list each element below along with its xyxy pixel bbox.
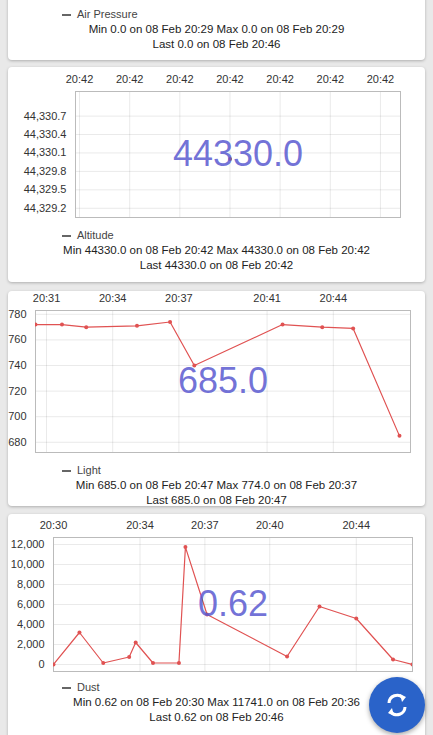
svg-text:685.0: 685.0 (178, 360, 268, 401)
html-text:Min 0.62 on 08 Feb 20:30 Max 1: Min 0.62 on 08 Feb 20:30 Max 11741.0 on … (73, 696, 360, 708)
svg-text:44,330.7: 44,330.7 (24, 110, 67, 122)
svg-text:680: 680 (8, 436, 26, 448)
svg-text:2,000: 2,000 (17, 638, 45, 650)
svg-text:20:34: 20:34 (99, 292, 127, 304)
svg-text:44330.0: 44330.0 (173, 133, 303, 174)
svg-text:20:42: 20:42 (116, 73, 144, 85)
svg-text:44,329.2: 44,329.2 (24, 202, 67, 214)
svg-text:780: 780 (8, 308, 26, 320)
html-text:Last 44330.0 on 08 Feb 20:42: Last 44330.0 on 08 Feb 20:42 (139, 259, 294, 271)
svg-text:20:34: 20:34 (126, 519, 154, 531)
svg-text:0.62: 0.62 (198, 583, 268, 624)
svg-text:8,000: 8,000 (17, 578, 45, 590)
svg-text:20:30: 20:30 (40, 519, 68, 531)
svg-text:44,329.8: 44,329.8 (24, 165, 67, 177)
html-text:Min 685.0 on 08 Feb 20:47 Max: Min 685.0 on 08 Feb 20:47 Max 774.0 on 0… (75, 479, 358, 491)
html-text:Light: Light (77, 464, 101, 476)
svg-text:6,000: 6,000 (17, 598, 45, 610)
svg-text:700: 700 (8, 410, 26, 422)
svg-text:44,329.5: 44,329.5 (24, 183, 67, 195)
svg-text:20:37: 20:37 (165, 292, 193, 304)
html-text:Last 685.0 on 08 Feb 20:47: Last 685.0 on 08 Feb 20:47 (146, 494, 287, 506)
svg-text:44,330.1: 44,330.1 (24, 146, 67, 158)
html-text:Last 0.62 on 08 Feb 20:46: Last 0.62 on 08 Feb 20:46 (149, 711, 284, 723)
html-text:Min 44330.0 on 08 Feb 20:42 Ma: Min 44330.0 on 08 Feb 20:42 Max 44330.0 … (63, 244, 370, 256)
svg-text:20:42: 20:42 (216, 73, 244, 85)
svg-text:20:42: 20:42 (317, 73, 345, 85)
svg-text:20:42: 20:42 (367, 73, 395, 85)
svg-text:20:40: 20:40 (256, 519, 284, 531)
svg-text:740: 740 (8, 359, 26, 371)
svg-text:0: 0 (38, 658, 44, 670)
html-text:Altitude: Altitude (77, 229, 114, 241)
svg-text:44,330.4: 44,330.4 (24, 128, 67, 140)
svg-text:12,000: 12,000 (11, 538, 45, 550)
svg-text:20:31: 20:31 (33, 292, 61, 304)
html-text:Last 0.0 on 08 Feb 20:46: Last 0.0 on 08 Feb 20:46 (152, 38, 281, 50)
svg-text:20:42: 20:42 (66, 73, 94, 85)
html-text:Min 0.0 on 08 Feb 20:29 Max 0.: Min 0.0 on 08 Feb 20:29 Max 0.0 on 08 Fe… (88, 23, 345, 35)
svg-text:20:41: 20:41 (253, 292, 281, 304)
svg-text:20:44: 20:44 (320, 292, 348, 304)
svg-text:20:42: 20:42 (266, 73, 294, 85)
svg-text:4,000: 4,000 (17, 618, 45, 630)
html-text:Dust: Dust (77, 681, 100, 693)
svg-text:10,000: 10,000 (11, 558, 45, 570)
svg-text:20:37: 20:37 (191, 519, 219, 531)
svg-text:20:44: 20:44 (343, 519, 371, 531)
html-text:Air Pressure: Air Pressure (77, 8, 138, 20)
svg-text:720: 720 (8, 385, 26, 397)
svg-text:760: 760 (8, 333, 26, 345)
svg-text:20:42: 20:42 (166, 73, 194, 85)
